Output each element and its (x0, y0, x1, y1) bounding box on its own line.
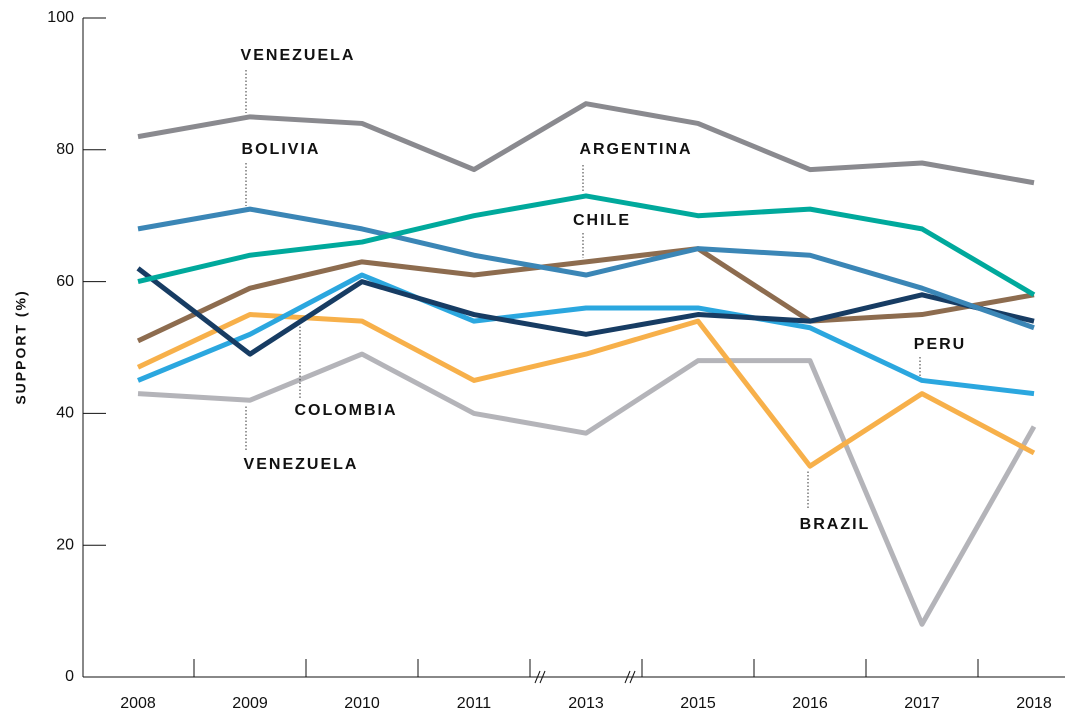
x-tick-label: 2010 (344, 695, 380, 712)
series-line (137, 101, 1035, 186)
x-tick-label: 2015 (680, 695, 716, 712)
y-tick-label: 40 (56, 405, 74, 422)
x-tick-label: 2008 (120, 695, 156, 712)
axis-break (534, 670, 636, 684)
series-label: ARGENTINA (579, 141, 692, 158)
series-label: BRAZIL (800, 516, 871, 533)
y-axis-label: SUPPORT (%) (13, 289, 29, 404)
y-tick-label: 80 (56, 141, 74, 158)
x-tick-label: 2011 (457, 695, 492, 712)
y-tick-label: 20 (56, 536, 74, 553)
x-tick-label: 2018 (1016, 695, 1052, 712)
series-label: BOLIVIA (242, 141, 321, 158)
series-label: VENEZUELA (244, 456, 359, 473)
y-tick-label: 60 (56, 273, 74, 290)
series-line (137, 193, 1036, 297)
series-label: CHILE (573, 212, 631, 229)
x-tick-label: 2017 (904, 695, 940, 712)
series-label: COLOMBIA (294, 402, 397, 419)
x-tick-label: 2009 (232, 695, 268, 712)
x-tick-label: 2016 (792, 695, 828, 712)
y-tick-label: 100 (47, 9, 74, 26)
series-line (137, 351, 1037, 627)
series-line (137, 206, 1035, 331)
series-label: PERU (914, 336, 966, 353)
series-label: VENEZUELA (241, 47, 356, 64)
series-line (137, 272, 1035, 397)
y-tick-label: 0 (65, 668, 74, 685)
series-line (136, 266, 1035, 357)
x-tick-label: 2013 (568, 695, 604, 712)
series-line (136, 246, 1035, 344)
